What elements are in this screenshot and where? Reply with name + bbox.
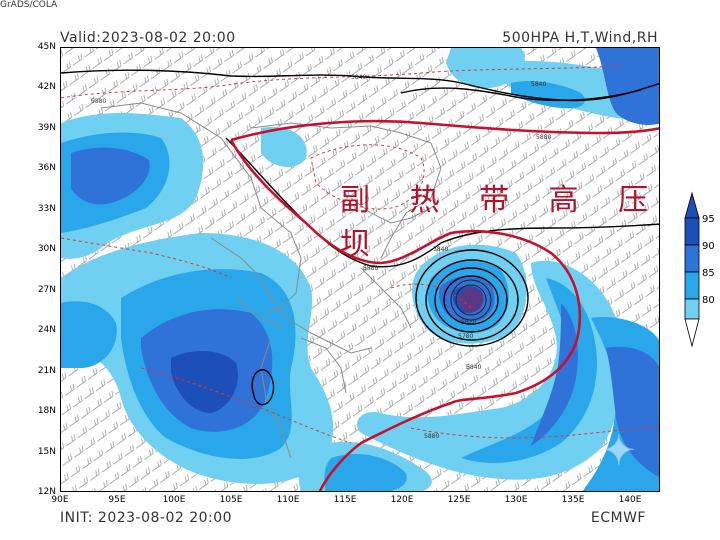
svg-text:✦: ✦ (602, 428, 636, 474)
init-time: INIT: 2023-08-02 20:00 (60, 510, 233, 526)
lat-label: 45N (37, 42, 56, 52)
lat-label: 36N (37, 163, 56, 173)
typhoon-center (450, 279, 492, 321)
lon-label: 140E (618, 495, 642, 505)
lat-label: 33N (37, 204, 56, 214)
lon-label: 105E (219, 495, 243, 505)
contour-label: 5880 (424, 433, 439, 440)
contour-label: 5880 (363, 265, 378, 272)
contour-label: 5840 (531, 81, 546, 88)
valid-time: Valid:2023-08-02 20:00 (60, 30, 236, 46)
contour-label: 5840 (433, 246, 448, 253)
administrative-boundaries (100, 102, 442, 459)
rh-shading-typhoon (298, 244, 659, 491)
colorbar-segment-85 (684, 271, 700, 300)
lon-label: 125E (447, 495, 471, 505)
lon-label: 90E (51, 495, 69, 505)
lat-label: 21N (37, 366, 56, 376)
lat-label: 15N (37, 447, 56, 457)
colorbar-segment-95 (684, 217, 700, 246)
rh-shading-west (61, 113, 334, 484)
lon-label: 110E (276, 495, 300, 505)
contour-label: 5880 (91, 98, 106, 105)
lat-label: 39N (37, 123, 56, 133)
colorbar-segment-90 (684, 244, 700, 273)
watermark-logo: ✦ (602, 428, 637, 475)
lon-label: 95E (108, 495, 126, 505)
colorbar-segment-80 (684, 298, 700, 320)
weather-map: 5840 5840 5880 5880 5840 5780 5840 5880 … (60, 47, 660, 492)
height-contours (61, 69, 659, 406)
product-title: 500HPA H,T,Wind,RH (502, 30, 658, 46)
rh-colorbar: 95 90 85 80 (684, 191, 715, 348)
subtropical-high-annotation: 副 热 带 高 压 坝 (340, 183, 664, 262)
lat-label: 12N (37, 487, 56, 497)
contour-label: 5820 (461, 319, 476, 326)
lat-label: 30N (37, 244, 56, 254)
contour-label: 5840 (351, 74, 366, 81)
contour-label: 5840 (466, 364, 481, 371)
temperature-contours (61, 65, 659, 444)
lon-label: 115E (333, 495, 357, 505)
lat-label: 42N (37, 82, 56, 92)
colorbar-bottom-triangle (684, 318, 700, 348)
rh-shading-northeast (261, 48, 659, 168)
lat-label: 27N (37, 285, 56, 295)
subtropical-high-contour (229, 119, 659, 491)
colorbar-label: 80 (702, 295, 715, 306)
colorbar-top-triangle (684, 191, 700, 219)
contour-labels: 5840 5840 5880 5880 5840 5780 5840 5880 … (91, 74, 551, 440)
colorbar-label: 85 (702, 268, 715, 279)
model-name: ECMWF (590, 510, 646, 526)
colorbar-label: 95 (702, 214, 715, 225)
contour-label: 5780 (458, 333, 473, 340)
lon-label: 120E (390, 495, 414, 505)
lon-label: 130E (504, 495, 528, 505)
lat-label: 24N (37, 325, 56, 335)
credit-text: GrADS/COLA (0, 0, 58, 10)
colorbar-label: 90 (702, 241, 715, 252)
lat-label: 18N (37, 406, 56, 416)
contour-label: 5880 (536, 134, 551, 141)
lon-label: 135E (561, 495, 585, 505)
lon-label: 100E (162, 495, 186, 505)
